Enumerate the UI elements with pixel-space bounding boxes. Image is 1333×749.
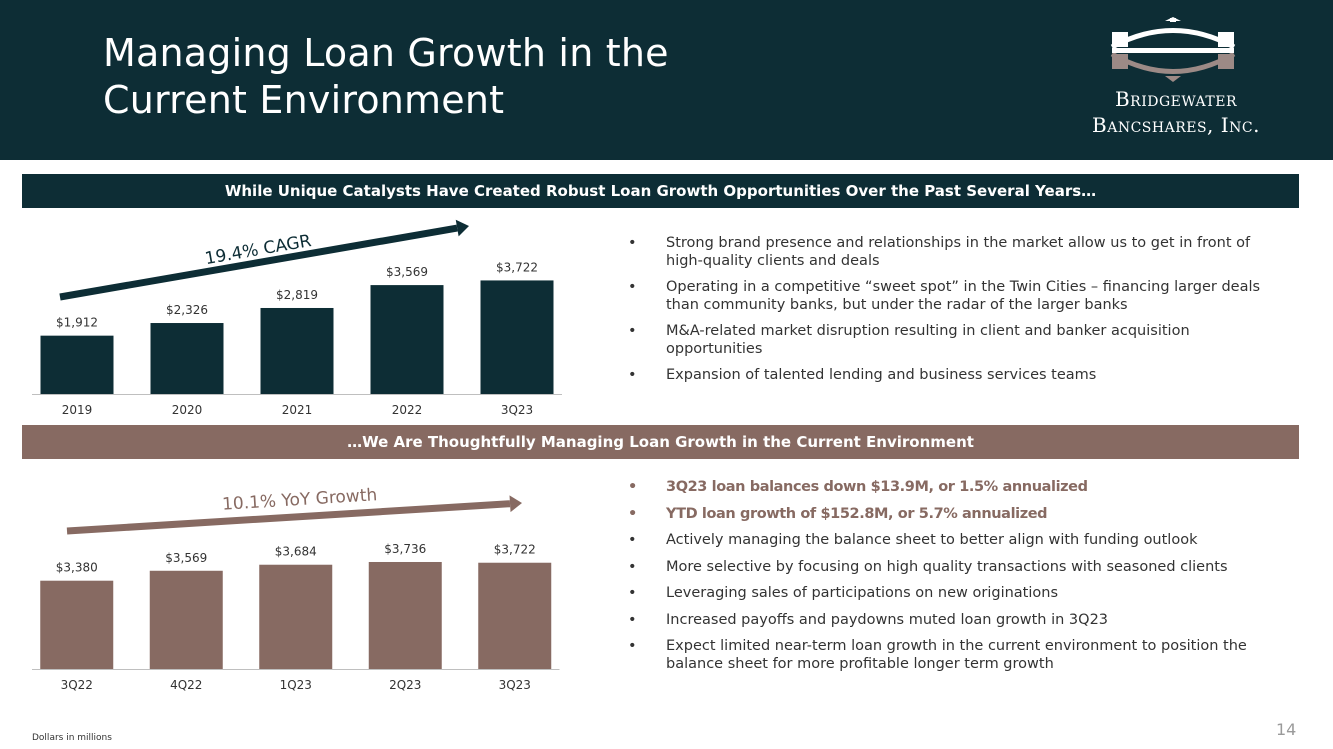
bullet-item: • Operating in a competitive “sweet spot”… xyxy=(628,278,1288,314)
bullet-text: Expect limited near-term loan growth in … xyxy=(666,638,1247,672)
logo-wordmark: Bridgewater Bancshares, Inc. xyxy=(1060,86,1292,138)
bullet-marker: • xyxy=(628,367,637,383)
data-label: $1,912 xyxy=(56,316,98,330)
bullet-marker: • xyxy=(628,638,637,654)
bullet-text: Increased payoffs and paydowns muted loa… xyxy=(666,611,1109,628)
category-label: 2019 xyxy=(62,403,93,417)
bullet-item: • Strong brand presence and relationships… xyxy=(628,234,1288,270)
data-label: $3,569 xyxy=(165,551,207,565)
bullet-marker: • xyxy=(628,279,637,295)
bar-4Q22 xyxy=(149,570,223,669)
page-title: Managing Loan Growth in the Current Envi… xyxy=(103,30,669,124)
data-label: $3,722 xyxy=(496,260,538,274)
bar-3Q23 xyxy=(478,562,552,669)
data-label: $2,819 xyxy=(276,288,318,302)
logo-line-1: Bridgewater xyxy=(1114,87,1238,111)
bullet-marker: • xyxy=(628,611,637,628)
bar-2020 xyxy=(150,323,224,394)
bullet-item: • M&A-related market disruption resulting… xyxy=(628,322,1288,358)
bullet-text: M&A-related market disruption resulting … xyxy=(666,323,1190,357)
data-label: $2,326 xyxy=(166,303,208,317)
data-label: $3,722 xyxy=(494,543,536,557)
section-2-banner: …We Are Thoughtfully Managing Loan Growt… xyxy=(22,425,1299,459)
bullet-text: More selective by focusing on high quali… xyxy=(666,558,1228,575)
footnote: Dollars in millions xyxy=(32,733,112,743)
bridgewater-logo-icon xyxy=(1110,17,1236,82)
category-label: 2022 xyxy=(392,403,423,417)
trend-arrow-line xyxy=(59,224,458,301)
bar-3Q22 xyxy=(40,580,114,669)
loan-growth-annual-chart: $1,912 2019 $2,326 2020 $2,819 2021 $3,569 2022… xyxy=(32,219,562,417)
bullet-marker: • xyxy=(628,505,637,522)
loan-growth-quarterly-chart: $3,380 3Q22 $3,569 4Q22 $3,684 1Q23 $3,736 2Q23… xyxy=(32,485,560,692)
page-number: 14 xyxy=(1276,720,1297,739)
bullet-item: • Leveraging sales of participations on n… xyxy=(628,584,1288,602)
category-label: 1Q23 xyxy=(280,678,312,692)
bullet-text: Strong brand presence and relationships … xyxy=(666,235,1251,269)
bullet-text: Actively managing the balance sheet to b… xyxy=(666,532,1198,548)
bar-2022 xyxy=(370,285,444,394)
data-label: $3,380 xyxy=(56,561,98,575)
bar-1Q23 xyxy=(259,564,333,669)
bar-3Q23 xyxy=(480,280,554,394)
trend-arrow-line xyxy=(66,500,511,535)
bullet-text: 3Q23 loan balances down $13.9M, or 1.5% … xyxy=(666,479,1088,495)
bar-2Q23 xyxy=(368,561,442,669)
category-label: 2021 xyxy=(282,403,313,417)
bullet-item: • YTD loan growth of $152.8M, or 5.7% ann… xyxy=(628,505,1288,523)
data-label: $3,569 xyxy=(386,265,428,279)
bullet-text: Leveraging sales of participations on ne… xyxy=(666,585,1059,601)
bar-2019 xyxy=(40,335,114,394)
category-label: 3Q23 xyxy=(501,403,533,417)
category-label: 2020 xyxy=(172,403,203,417)
bullet-text: YTD loan growth of $152.8M, or 5.7% annu… xyxy=(666,505,1048,522)
data-label: $3,736 xyxy=(384,542,426,556)
header-bar xyxy=(0,0,1333,160)
bullet-marker: • xyxy=(628,479,637,495)
bullet-marker: • xyxy=(628,323,637,339)
bullet-marker: • xyxy=(628,558,637,575)
section-2-bullets: • 3Q23 loan balances down $13.9M, or 1.5%… xyxy=(628,478,1288,682)
title-line-1: Managing Loan Growth in the xyxy=(103,31,669,75)
bullet-marker: • xyxy=(628,585,637,601)
category-label: 3Q22 xyxy=(61,678,93,692)
trend-arrow-head xyxy=(509,495,522,513)
bullet-marker: • xyxy=(628,235,637,251)
bullet-item: • Actively managing the balance sheet to … xyxy=(628,531,1288,549)
logo-line-2: Bancshares, Inc. xyxy=(1092,113,1260,137)
bullet-item: • Expansion of talented lending and busin… xyxy=(628,366,1288,384)
section-1-bullets: • Strong brand presence and relationships… xyxy=(628,234,1288,392)
bar-2021 xyxy=(260,307,334,394)
section-1-banner: While Unique Catalysts Have Created Robu… xyxy=(22,174,1299,208)
trend-arrow-head xyxy=(455,219,469,237)
category-label: 4Q22 xyxy=(170,678,202,692)
bullet-item: • More selective by focusing on high qual… xyxy=(628,558,1288,576)
bullet-item: • Expect limited near-term loan growth in… xyxy=(628,637,1288,673)
data-label: $3,684 xyxy=(275,545,317,559)
bullet-item: • 3Q23 loan balances down $13.9M, or 1.5%… xyxy=(628,478,1288,496)
category-label: 3Q23 xyxy=(499,678,531,692)
bullet-text: Expansion of talented lending and busine… xyxy=(666,367,1097,383)
category-label: 2Q23 xyxy=(389,678,421,692)
bullet-item: • Increased payoffs and paydowns muted lo… xyxy=(628,611,1288,629)
title-line-2: Current Environment xyxy=(103,78,505,122)
bullet-marker: • xyxy=(628,532,637,548)
bullet-text: Operating in a competitive “sweet spot” … xyxy=(666,279,1261,313)
